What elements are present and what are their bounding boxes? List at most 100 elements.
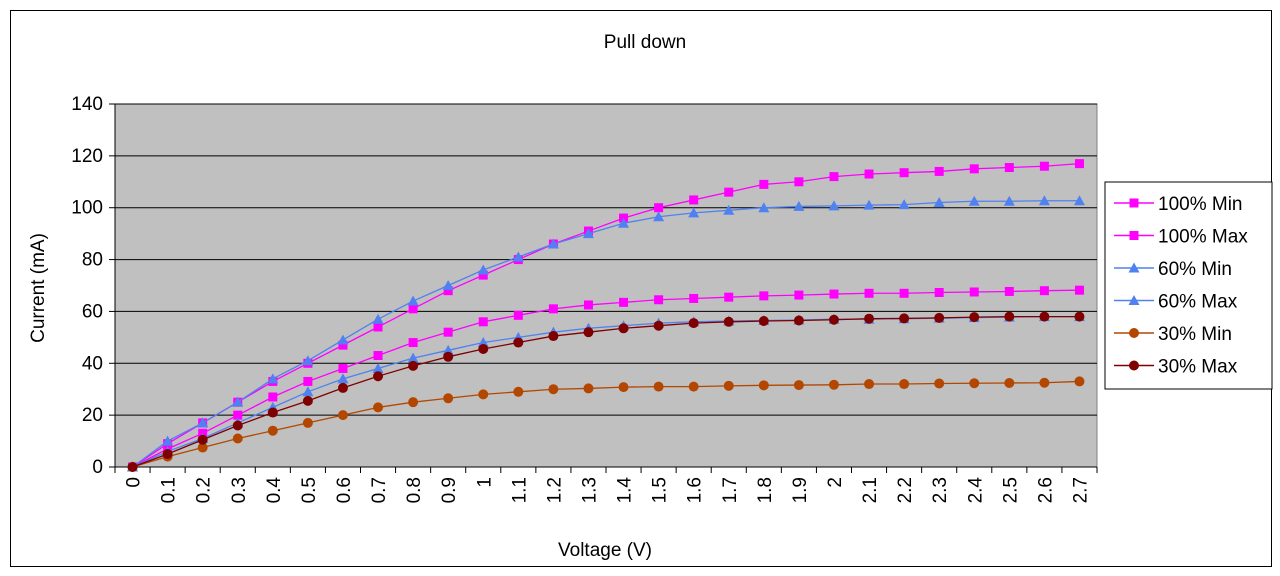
data-point [513, 337, 524, 348]
x-tick-label: 0.4 [264, 477, 285, 504]
data-point [302, 386, 314, 397]
data-point [303, 376, 313, 386]
y-tick-label: 20 [82, 405, 103, 426]
data-point [759, 291, 769, 301]
legend-label: 30% Max [1158, 357, 1238, 378]
series-line [132, 200, 1080, 468]
data-point [688, 381, 699, 392]
data-point [443, 286, 453, 296]
data-point [759, 179, 769, 189]
data-point [758, 316, 769, 327]
data-point [268, 392, 278, 402]
data-point [758, 380, 769, 391]
data-point [1004, 377, 1015, 388]
x-tick-label: 2.5 [1000, 477, 1021, 503]
legend-label: 100% Max [1158, 227, 1248, 248]
data-point [724, 187, 734, 197]
data-point [583, 383, 594, 394]
data-point [408, 304, 418, 314]
data-point [267, 407, 278, 418]
data-point [864, 313, 875, 324]
data-point [689, 293, 699, 303]
data-point [899, 313, 910, 324]
data-point [232, 396, 244, 407]
data-point [864, 169, 874, 179]
data-point [127, 462, 138, 472]
x-tick-label: 1 [474, 477, 495, 488]
data-point [969, 164, 979, 174]
data-point [232, 433, 243, 444]
data-point [934, 312, 945, 323]
data-point [1038, 195, 1050, 206]
data-point [302, 395, 313, 406]
data-point [653, 211, 665, 222]
x-tick-label: 0.3 [229, 477, 250, 503]
data-point [407, 295, 419, 306]
x-tick-label: 1.5 [650, 477, 671, 503]
data-point [619, 297, 629, 307]
data-point [408, 397, 419, 408]
data-point [828, 379, 839, 390]
data-point [373, 322, 383, 332]
data-point [372, 313, 384, 324]
data-point [1074, 159, 1084, 169]
data-point [653, 381, 664, 392]
data-point [1004, 163, 1014, 173]
data-point [338, 340, 348, 350]
y-tick-label: 40 [82, 353, 103, 374]
series-line [132, 289, 1080, 468]
data-point [442, 280, 454, 290]
data-point [373, 351, 383, 361]
legend: 100% Min 100% Max 60% Min 60% Max 30% Min 30%… [1104, 181, 1273, 390]
data-point [443, 351, 454, 362]
data-point [899, 168, 909, 178]
x-tick-label: 1.1 [509, 477, 530, 503]
data-point [793, 380, 804, 391]
x-tick-label: 0.2 [194, 477, 215, 503]
data-point [864, 288, 874, 298]
x-tick-label: 2.2 [895, 477, 916, 503]
data-point [688, 318, 699, 329]
x-tick-label: 0.9 [439, 477, 460, 503]
legend-label: 30% Min [1158, 324, 1232, 345]
data-point [864, 379, 875, 390]
legend-marker [1129, 198, 1139, 208]
data-point [302, 417, 313, 428]
series-30-min [127, 376, 1085, 472]
data-point [372, 362, 384, 373]
data-point [618, 323, 629, 334]
data-point [337, 373, 349, 384]
data-point [618, 217, 630, 228]
data-point [1004, 286, 1014, 296]
data-point [548, 304, 558, 314]
x-tick-label: 2.1 [860, 477, 881, 503]
series-60-max [127, 195, 1085, 472]
data-point [513, 310, 523, 320]
x-tick-label: 1.8 [755, 477, 776, 503]
data-point [338, 363, 348, 373]
data-point [408, 338, 418, 348]
data-point [548, 331, 559, 342]
data-point [478, 389, 489, 400]
data-point [969, 287, 979, 297]
data-point [267, 373, 279, 384]
legend-label: 60% Min [1158, 259, 1232, 280]
data-point [373, 371, 384, 382]
data-point [302, 355, 314, 366]
x-tick-label: 2.6 [1035, 477, 1056, 503]
data-point [477, 264, 489, 275]
series-line [132, 162, 1080, 468]
chart-title: Pull down [604, 32, 686, 53]
data-point [828, 314, 839, 325]
data-point [337, 410, 348, 421]
data-point [443, 393, 454, 404]
series-line [132, 380, 1080, 468]
plot-background [114, 103, 1098, 468]
data-point [513, 386, 524, 397]
data-point [653, 320, 664, 331]
y-tick-label: 80 [82, 250, 103, 271]
y-tick-label: 60 [82, 301, 103, 322]
x-tick-label: 2.3 [930, 477, 951, 503]
x-tick-label: 1.9 [790, 477, 811, 503]
